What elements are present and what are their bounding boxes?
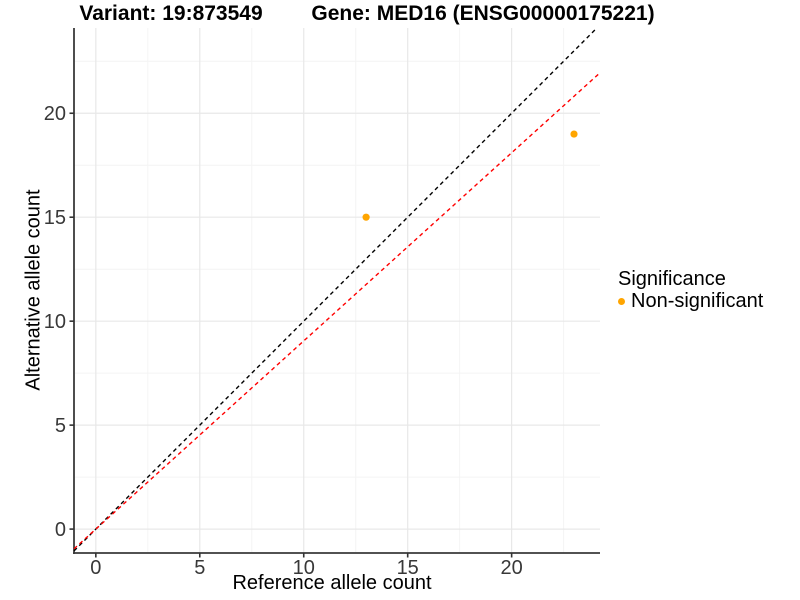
data-point (570, 130, 578, 138)
plot-title-variant: Variant: 19:873549 (79, 2, 263, 25)
legend-point-icon (618, 297, 625, 305)
legend-item-label: Non-significant (631, 290, 764, 312)
x-axis-title: Reference allele count (232, 572, 432, 594)
y-tick-label: 5 (55, 415, 66, 437)
x-tick-label: 10 (293, 557, 315, 579)
x-tick-label: 5 (194, 557, 205, 579)
identity-line (73, 27, 598, 552)
y-tick-label: 15 (44, 207, 66, 229)
legend-title: Significance (618, 268, 726, 290)
legend: Significance Non-significant (618, 268, 763, 312)
data-point (362, 213, 370, 221)
y-tick-label: 0 (55, 519, 66, 541)
x-tick-label: 15 (397, 557, 419, 579)
y-tick-label: 10 (44, 311, 66, 333)
y-axis-title: Alternative allele count (22, 189, 45, 391)
x-tick-label: 20 (501, 557, 523, 579)
y-tick-label: 20 (44, 103, 66, 125)
x-tick-label: 0 (90, 557, 101, 579)
legend-item-non-significant: Non-significant (618, 290, 763, 312)
plot-title-gene: Gene: MED16 (ENSG00000175221) (311, 2, 655, 25)
